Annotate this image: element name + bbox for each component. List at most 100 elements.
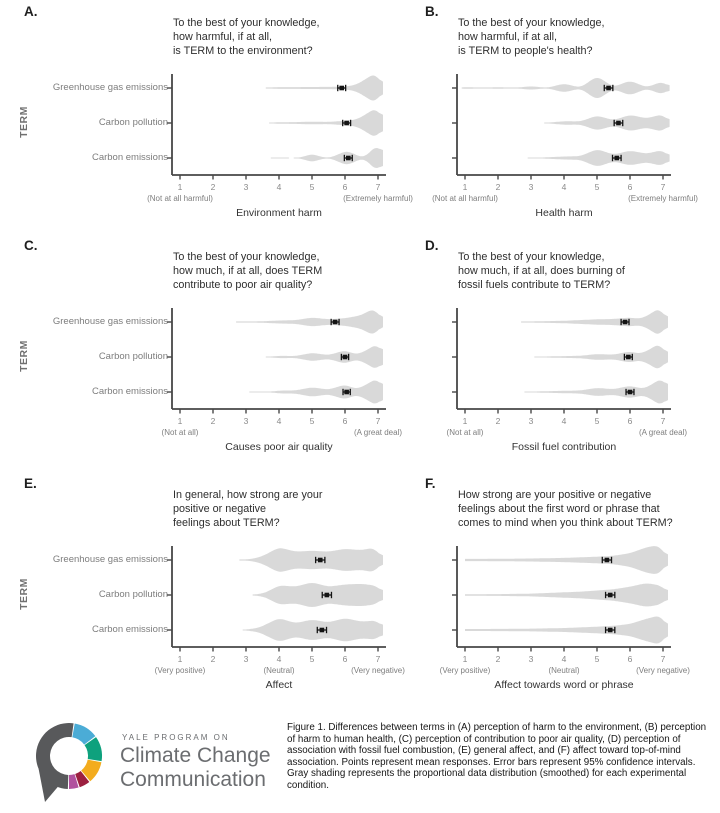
x-axis-title: Affect towards word or phrase bbox=[494, 679, 634, 691]
violin-shape bbox=[524, 380, 668, 404]
panel-letter: F. bbox=[425, 476, 436, 491]
tick-label: 4 bbox=[277, 416, 282, 426]
tick-label: 7 bbox=[661, 416, 666, 426]
tick-label: 2 bbox=[496, 416, 501, 426]
mean-point bbox=[332, 319, 338, 325]
tick-label: 1 bbox=[463, 416, 468, 426]
scale-label: (A great deal) bbox=[639, 428, 687, 437]
scale-label: (Not at all) bbox=[162, 428, 199, 437]
mean-point bbox=[606, 85, 611, 91]
tick-label: 5 bbox=[310, 654, 315, 664]
violin-shape bbox=[465, 616, 668, 644]
violin-shape bbox=[249, 380, 383, 404]
violin-plot: 1 2 3 4 5 6 7 (Not at all) (A great deal) bbox=[162, 308, 402, 437]
category-label: Carbon emissions bbox=[91, 624, 168, 635]
tick-label: 3 bbox=[529, 416, 534, 426]
violin-shape bbox=[270, 148, 383, 168]
tick-label: 5 bbox=[310, 416, 315, 426]
tick-label: 4 bbox=[562, 182, 567, 192]
panel-letter: C. bbox=[24, 238, 38, 253]
category-label: Greenhouse gas emissions bbox=[52, 554, 168, 565]
crimson-segment bbox=[75, 770, 90, 788]
category-label: Carbon pollution bbox=[98, 351, 168, 362]
panel-letter: B. bbox=[425, 4, 439, 19]
green-segment bbox=[84, 737, 102, 762]
mean-point bbox=[626, 354, 631, 360]
violin-shape bbox=[465, 583, 668, 607]
category-label: Greenhouse gas emissions bbox=[52, 316, 168, 327]
violin-shape bbox=[265, 75, 383, 101]
panel-question: To the best of your knowledge, how harmf… bbox=[173, 17, 320, 57]
panel-letter: E. bbox=[24, 476, 37, 491]
violin-shape bbox=[527, 150, 670, 166]
violin-plot: 1 2 3 4 5 6 7 (Very positive) (Neutral) (Very neg… bbox=[440, 546, 690, 675]
logo-tail bbox=[38, 768, 58, 802]
mean-point bbox=[319, 627, 325, 633]
violin-shape bbox=[521, 310, 668, 334]
scale-label: (Very positive) bbox=[155, 666, 206, 675]
panel-question: To the best of your knowledge, how much,… bbox=[458, 251, 625, 291]
tick-label: 3 bbox=[244, 416, 249, 426]
panel-letter: A. bbox=[24, 4, 38, 19]
brand-small-text: YALE PROGRAM ON bbox=[122, 733, 230, 742]
tick-label: 6 bbox=[343, 654, 348, 664]
scale-label: (Neutral) bbox=[548, 666, 579, 675]
tick-label: 5 bbox=[595, 416, 600, 426]
y-axis-title: TERM bbox=[17, 340, 30, 372]
mean-point bbox=[604, 557, 610, 563]
mean-point bbox=[607, 627, 613, 633]
mean-point bbox=[616, 120, 621, 126]
scale-label: (Very positive) bbox=[440, 666, 491, 675]
category-label: Greenhouse gas emissions bbox=[52, 82, 168, 93]
category-label: Carbon emissions bbox=[91, 152, 168, 163]
tick-label: 3 bbox=[244, 654, 249, 664]
tick-label: 4 bbox=[562, 654, 567, 664]
y-axis-title: TERM bbox=[17, 578, 30, 610]
tick-label: 1 bbox=[178, 654, 183, 664]
tick-label: 5 bbox=[595, 182, 600, 192]
panel-question: How strong are your positive or negative… bbox=[458, 489, 673, 529]
x-axis-title: Health harm bbox=[535, 207, 593, 219]
tick-label: 5 bbox=[310, 182, 315, 192]
mean-point bbox=[342, 354, 348, 360]
violin-shape bbox=[236, 310, 383, 334]
yale-climate-logo bbox=[36, 723, 102, 802]
tick-label: 4 bbox=[562, 416, 567, 426]
tick-label: 2 bbox=[496, 182, 501, 192]
scale-label: (Very negative) bbox=[636, 666, 690, 675]
tick-label: 3 bbox=[529, 654, 534, 664]
mean-point bbox=[339, 85, 344, 91]
panel-question: To the best of your knowledge, how harmf… bbox=[458, 17, 605, 57]
tick-label: 5 bbox=[595, 654, 600, 664]
tick-label: 2 bbox=[211, 654, 216, 664]
mean-point bbox=[344, 120, 349, 126]
tick-label: 2 bbox=[496, 654, 501, 664]
x-axis-title: Affect bbox=[265, 679, 293, 691]
magenta-segment bbox=[69, 774, 79, 789]
mean-point bbox=[324, 592, 330, 598]
tick-label: 7 bbox=[661, 182, 666, 192]
violin-shape bbox=[534, 345, 668, 369]
y-axis-title: TERM bbox=[17, 106, 30, 138]
tick-label: 3 bbox=[244, 182, 249, 192]
tick-label: 7 bbox=[661, 654, 666, 664]
tick-label: 6 bbox=[628, 654, 633, 664]
violin-shape bbox=[465, 546, 668, 574]
violin-plot: 1 2 3 4 5 6 7 (Not at all) (A great deal) bbox=[447, 308, 687, 437]
scale-label: (Not at all) bbox=[447, 428, 484, 437]
mean-point bbox=[346, 155, 351, 161]
scale-label: (Not at all harmful) bbox=[147, 194, 213, 203]
mean-point bbox=[317, 557, 323, 563]
panel-question: In general, how strong are your positive… bbox=[173, 489, 323, 529]
tick-label: 6 bbox=[628, 416, 633, 426]
violin-shape bbox=[239, 548, 383, 572]
tick-label: 1 bbox=[178, 416, 183, 426]
category-label: Carbon pollution bbox=[98, 117, 168, 128]
tick-label: 6 bbox=[343, 182, 348, 192]
x-axis-title: Fossil fuel contribution bbox=[511, 441, 617, 453]
violin-plot: 1 2 3 4 5 6 7 (Very positive) (Neutral) (Very neg… bbox=[155, 546, 405, 675]
brand-line1: Climate Change bbox=[120, 744, 271, 767]
tick-label: 4 bbox=[277, 182, 282, 192]
mean-point bbox=[614, 155, 620, 161]
violin-plot: 1 2 3 4 5 6 7 (Not at all harmful) (Extremely ha… bbox=[432, 74, 698, 203]
